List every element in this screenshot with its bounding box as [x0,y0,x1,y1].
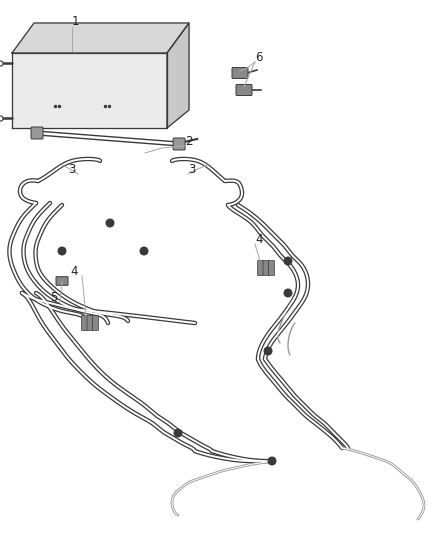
Circle shape [140,247,148,255]
FancyBboxPatch shape [31,127,43,139]
FancyBboxPatch shape [173,138,185,150]
Circle shape [264,347,272,355]
Circle shape [58,247,66,255]
FancyBboxPatch shape [92,316,99,330]
FancyBboxPatch shape [236,85,252,95]
FancyBboxPatch shape [56,277,68,285]
Polygon shape [12,23,189,53]
Circle shape [174,429,182,437]
Text: 3: 3 [68,163,75,176]
Circle shape [106,219,114,227]
Text: 2: 2 [185,135,192,148]
FancyBboxPatch shape [263,261,269,276]
FancyBboxPatch shape [258,261,264,276]
FancyBboxPatch shape [232,68,248,78]
Polygon shape [12,53,167,128]
Text: 1: 1 [72,15,80,28]
Circle shape [284,289,292,297]
Text: 5: 5 [50,291,57,304]
FancyBboxPatch shape [268,261,275,276]
Circle shape [284,257,292,265]
Text: 6: 6 [255,51,262,64]
Text: 4: 4 [255,233,262,246]
FancyBboxPatch shape [81,316,88,330]
FancyBboxPatch shape [87,316,93,330]
Polygon shape [167,23,189,128]
Text: 4: 4 [70,265,78,278]
Circle shape [268,457,276,465]
Text: 3: 3 [188,163,195,176]
